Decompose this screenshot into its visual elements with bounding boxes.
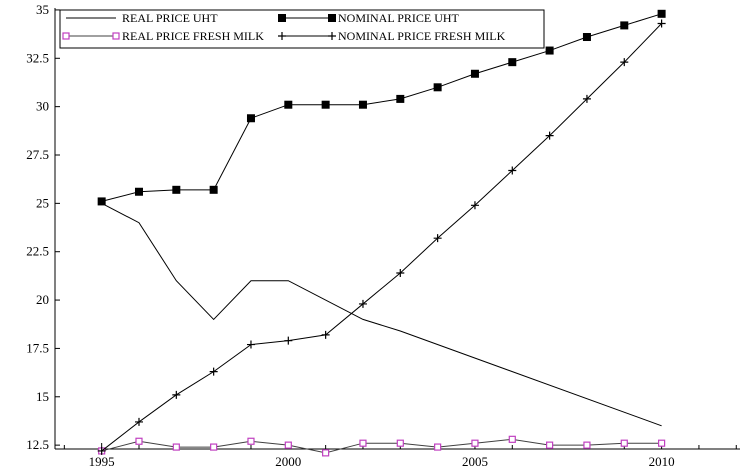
legend-marker: [278, 14, 286, 22]
data-point: [433, 234, 442, 243]
y-tick-label: 35: [36, 2, 49, 17]
data-point: [322, 449, 330, 457]
legend-item: NOMINAL PRICE FRESH MILK: [278, 29, 506, 43]
data-point: [582, 94, 591, 103]
data-point: [97, 446, 106, 455]
series-line: [101, 23, 662, 452]
x-tick-label: 2010: [649, 454, 675, 469]
data-point: [545, 131, 554, 140]
legend-marker: [328, 14, 336, 22]
data-point: [172, 443, 180, 451]
data-point: [620, 58, 629, 67]
data-point: [471, 439, 479, 447]
data-point: [246, 114, 255, 123]
legend-label: NOMINAL PRICE UHT: [338, 11, 460, 25]
data-point: [470, 201, 479, 210]
data-point: [396, 94, 405, 103]
data-point: [396, 439, 404, 447]
legend-label: REAL PRICE UHT: [122, 11, 218, 25]
legend: REAL PRICE UHT NOMINAL PRICE UHT REAL PRIC…: [59, 9, 545, 49]
data-point: [135, 437, 143, 445]
data-point: [508, 435, 516, 443]
y-tick-label: 32.5: [26, 50, 49, 65]
x-tick-label: 1995: [89, 454, 115, 469]
data-point: [172, 185, 181, 194]
y-tick-label: 25: [36, 195, 49, 210]
y-tick-label: 12.5: [26, 437, 49, 452]
data-point: [582, 33, 591, 42]
data-point: [546, 441, 554, 449]
data-point: [657, 9, 666, 18]
series-layer: [97, 9, 666, 457]
data-point: [470, 69, 479, 78]
data-point: [620, 439, 628, 447]
data-point: [583, 441, 591, 449]
series-line: [101, 202, 662, 427]
data-point: [396, 268, 405, 277]
series-2: [97, 9, 666, 206]
data-point: [359, 439, 367, 447]
legend-item: REAL PRICE UHT: [66, 11, 218, 25]
y-tick-label: 30: [36, 99, 49, 114]
legend-item: NOMINAL PRICE UHT: [278, 11, 460, 25]
legend-label: REAL PRICE FRESH MILK: [122, 29, 264, 43]
legend-marker: [328, 32, 336, 40]
data-point: [508, 58, 517, 67]
data-point: [209, 185, 218, 194]
legend-box: [59, 9, 545, 49]
data-point: [658, 439, 666, 447]
data-point: [247, 437, 255, 445]
data-point: [210, 443, 218, 451]
y-tick-label: 20: [36, 292, 49, 307]
data-point: [321, 330, 330, 339]
data-point: [358, 299, 367, 308]
data-point: [209, 367, 218, 376]
legend-label: NOMINAL PRICE FRESH MILK: [338, 29, 506, 43]
legend-marker: [62, 32, 70, 40]
data-point: [284, 441, 292, 449]
x-tick-label: 2000: [275, 454, 301, 469]
data-point: [545, 46, 554, 55]
data-point: [134, 417, 143, 426]
y-tick-label: 17.5: [26, 340, 49, 355]
data-point: [284, 336, 293, 345]
series-1: [101, 202, 662, 427]
y-tick-label: 15: [36, 389, 49, 404]
y-tick-label: 22.5: [26, 244, 49, 259]
series-3: [98, 435, 666, 457]
data-point: [97, 197, 106, 206]
legend-marker: [278, 32, 286, 40]
series-line: [101, 13, 662, 202]
legend-item: REAL PRICE FRESH MILK: [62, 29, 264, 43]
ticks: 12.5 15 17.5 20 22.5 25 27.5 30 32.5 35 1995 2000 20…: [26, 2, 737, 469]
data-point: [172, 390, 181, 399]
data-point: [657, 19, 666, 28]
axes: [54, 8, 740, 450]
data-point: [321, 100, 330, 109]
data-point: [134, 187, 143, 196]
data-point: [358, 100, 367, 109]
data-point: [284, 100, 293, 109]
data-point: [508, 166, 517, 175]
data-point: [620, 21, 629, 30]
y-tick-label: 27.5: [26, 147, 49, 162]
data-point: [433, 83, 442, 92]
data-point: [434, 443, 442, 451]
x-tick-label: 2005: [462, 454, 488, 469]
data-point: [246, 340, 255, 349]
series-4: [97, 19, 666, 455]
series-line: [101, 438, 662, 454]
legend-marker: [112, 32, 120, 40]
